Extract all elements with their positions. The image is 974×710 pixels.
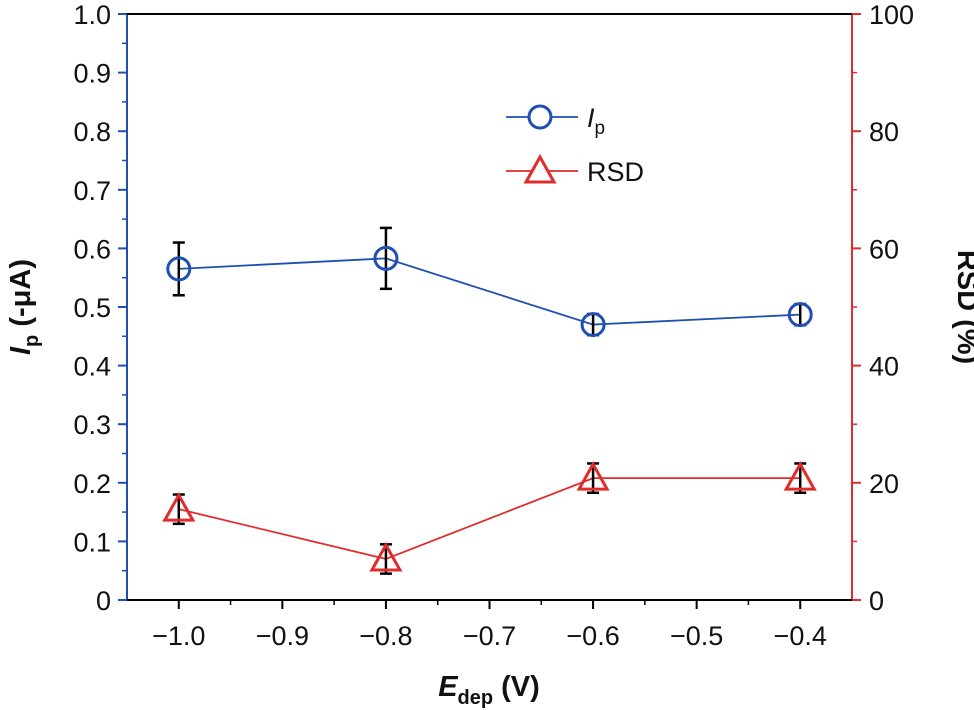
legend: Ip RSD [506,103,644,187]
series-line [178,477,801,560]
data-point [166,256,192,282]
left-y-tick-label: 0.7 [73,176,111,206]
left-y-tick-label: 0.9 [73,59,111,89]
x-tick-label: −0.9 [256,621,309,651]
legend-rsd-marker [523,153,557,184]
data-point [576,461,610,491]
x-tick-label: −0.7 [463,621,516,651]
left-y-tick-label: 0.2 [73,469,111,499]
left-y-tick-label: 0.3 [73,410,111,440]
data-point [162,492,196,522]
legend-item-ip: Ip [506,103,605,139]
left-y-tick-label: 0.5 [73,293,111,323]
left-y-tick-label: 1.0 [73,0,111,30]
legend-rsd-label: RSD [587,157,644,187]
left-y-axis-title: Ip (-μA) [5,259,43,355]
right-y-tick-label: 20 [869,469,899,499]
x-tick-label: −0.6 [566,621,619,651]
x-tick-label: −0.8 [359,621,412,651]
x-tick-label: −0.5 [670,621,723,651]
series-line [178,257,801,326]
left-y-tick-label: 0 [96,586,111,616]
right-y-tick-label: 60 [869,234,899,264]
left-y-tick-label: 0.8 [73,117,111,147]
data-point [580,312,606,338]
right-y-axis-title: RSD (%) [951,250,974,364]
legend-item-rsd: RSD [506,153,644,187]
data-point [369,541,403,572]
legend-ip-label: Ip [587,103,605,139]
left-y-tick-label: 0.1 [73,527,111,557]
series-rsd [162,461,817,575]
x-tick-label: −0.4 [774,621,827,651]
legend-ip-marker [527,104,553,130]
right-y-tick-label: 100 [869,0,914,30]
data-point [787,302,813,328]
data-point [373,245,399,271]
x-axis-title: Edep (V) [438,671,540,709]
right-y-tick-label: 80 [869,117,899,147]
right-y-tick-label: 0 [869,586,884,616]
x-tick-label: −1.0 [152,621,205,651]
data-point [783,461,817,491]
right-y-tick-label: 40 [869,352,899,382]
left-y-tick-label: 0.4 [73,352,111,382]
series-ip [166,226,813,338]
left-y-tick-label: 0.6 [73,234,111,264]
